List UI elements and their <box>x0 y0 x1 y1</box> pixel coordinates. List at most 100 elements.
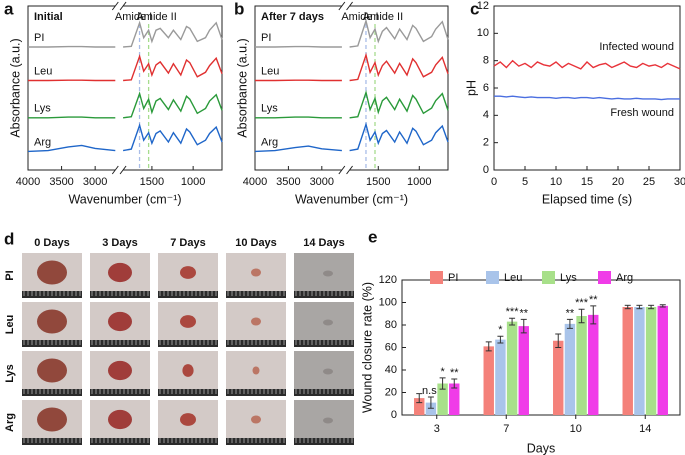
error-bar <box>624 304 631 310</box>
bar <box>414 398 425 415</box>
y-tick-label: 100 <box>379 296 397 308</box>
series-line <box>255 52 449 82</box>
plot-frame <box>27 5 223 171</box>
error-bar <box>485 341 492 352</box>
series-line <box>27 122 223 153</box>
significance-label: n.s. <box>422 385 440 397</box>
scar <box>323 319 333 326</box>
bar <box>495 339 506 415</box>
series-label: Leu <box>34 65 52 77</box>
bar <box>622 307 633 415</box>
significance-label: * <box>498 324 503 336</box>
y-tick-label: 40 <box>385 364 397 376</box>
y-tick-label: 8 <box>483 55 489 67</box>
wound <box>182 364 194 377</box>
error-bar <box>520 318 527 334</box>
significance-label: ** <box>450 367 459 379</box>
y-tick-label: 20 <box>385 386 397 398</box>
series-line <box>254 122 449 153</box>
x-tick-label: 4000 <box>16 176 40 188</box>
legend-label: Leu <box>504 272 522 284</box>
row-label: Arg <box>4 413 16 432</box>
x-tick-label: 5 <box>522 176 528 188</box>
bar <box>518 326 529 415</box>
x-tick-label: 3000 <box>310 176 334 188</box>
plot-frame <box>254 5 449 171</box>
column-label: 7 Days <box>170 237 205 249</box>
wound <box>180 413 196 426</box>
column-label: 3 Days <box>102 237 137 249</box>
legend-swatch <box>542 271 555 284</box>
bar <box>425 402 437 415</box>
axis-break <box>341 4 350 8</box>
x-tick-label: 3 <box>434 423 440 435</box>
legend-swatch <box>598 271 611 284</box>
y-tick-label: 10 <box>477 27 489 39</box>
x-tick-label: 10 <box>550 176 562 188</box>
axis-break-mark <box>111 1 119 11</box>
error-bar <box>659 304 666 308</box>
error-bar <box>416 393 423 404</box>
series-line <box>28 20 223 48</box>
error-bar <box>636 304 643 310</box>
x-axis-label: Wavenumber (cm⁻¹) <box>295 192 408 206</box>
panel-label: e <box>368 227 377 246</box>
x-tick-label: 1000 <box>407 176 431 188</box>
y-tick-label: 4 <box>483 109 489 121</box>
wound <box>37 407 67 432</box>
error-bar <box>578 308 585 324</box>
row-label: Leu <box>4 315 16 335</box>
wound <box>251 317 261 326</box>
bar <box>634 307 645 415</box>
x-tick-label: 15 <box>581 176 593 188</box>
wound <box>108 409 132 430</box>
series-line <box>493 59 681 70</box>
axis-break <box>341 168 350 172</box>
axis-break-mark <box>346 1 353 11</box>
legend-label: Lys <box>560 272 577 284</box>
series-label: PI <box>261 32 271 44</box>
column-label: 14 Days <box>303 237 345 249</box>
axis-break-mark <box>338 165 346 175</box>
scar <box>323 368 333 375</box>
wound <box>108 262 132 283</box>
series-label: Lys <box>34 103 51 115</box>
scar <box>323 417 333 424</box>
wound <box>37 309 67 334</box>
axis-break-mark <box>338 1 346 11</box>
x-tick-label: 10 <box>570 423 582 435</box>
plot-title: After 7 days <box>261 11 324 23</box>
wound <box>180 315 196 328</box>
legend-label: Arg <box>616 272 633 284</box>
series-label: Lys <box>261 103 278 115</box>
error-bar <box>427 396 434 409</box>
significance-label: ** <box>566 307 575 319</box>
wound <box>108 360 132 381</box>
axis-break-mark <box>119 165 127 175</box>
bar <box>576 316 587 415</box>
column-label: 10 Days <box>235 237 277 249</box>
error-bar <box>451 378 458 389</box>
y-tick-label: 80 <box>385 319 397 331</box>
bar <box>645 307 657 415</box>
series-label: Fresh wound <box>610 107 674 119</box>
scar <box>323 270 333 277</box>
axis-break <box>115 4 124 8</box>
legend-swatch <box>430 271 443 284</box>
series-line <box>255 18 449 48</box>
error-bar <box>566 318 573 329</box>
x-tick-label: 0 <box>491 176 497 188</box>
significance-label: *** <box>506 306 520 318</box>
series-line <box>494 95 680 101</box>
panel-label: d <box>4 229 14 248</box>
error-bar <box>509 317 516 326</box>
x-tick-label: 3000 <box>83 176 107 188</box>
error-bar <box>497 335 504 344</box>
panel-label: c <box>470 0 479 18</box>
series-label: Arg <box>261 136 278 148</box>
x-tick-label: 25 <box>643 176 655 188</box>
significance-label: * <box>440 366 445 378</box>
x-axis-label: Elapsed time (s) <box>542 192 632 206</box>
column-label: 0 Days <box>34 237 69 249</box>
bar <box>588 314 599 415</box>
